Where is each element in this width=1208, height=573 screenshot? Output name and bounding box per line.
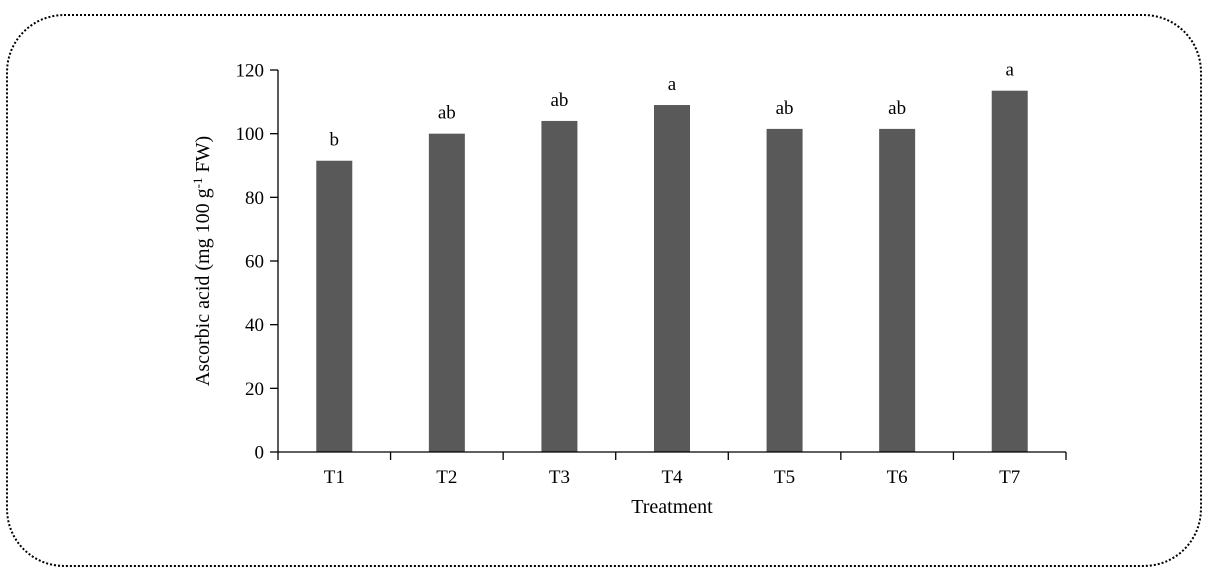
y-tick-label: 120	[236, 61, 265, 82]
y-tick-label: 40	[245, 315, 264, 336]
x-tick-label: T1	[324, 467, 345, 488]
bars	[316, 90, 1028, 453]
bar-t3	[541, 120, 578, 452]
bar-t7	[991, 90, 1028, 453]
data-label-t7: a	[1005, 60, 1014, 81]
x-tick-label: T7	[999, 467, 1020, 488]
bar-t4	[654, 105, 690, 453]
y-tick-label: 0	[255, 443, 265, 464]
data-label-t2: ab	[438, 103, 456, 124]
y-tick-label: 100	[236, 124, 265, 145]
y-tick-label: 20	[245, 379, 264, 400]
data-label-t6: ab	[888, 98, 906, 119]
x-axis-title: Treatment	[631, 496, 713, 518]
y-tick-label: 80	[245, 188, 264, 209]
x-axis-ticks: T1 T2 T3 T4 T5 T6 T7	[277, 452, 1067, 488]
y-tick-label: 60	[245, 252, 264, 273]
data-label-t1: b	[330, 130, 340, 151]
bar-t1	[316, 160, 353, 452]
x-tick-label: T4	[661, 467, 683, 488]
x-tick-label: T6	[887, 467, 908, 488]
bar-t2	[428, 133, 465, 452]
bar-t5	[766, 128, 803, 452]
x-tick-label: T5	[774, 467, 795, 488]
y-axis-title-unit: FW)	[192, 136, 214, 178]
data-label-t3: ab	[550, 90, 568, 111]
x-tick-label: T3	[549, 467, 570, 488]
data-label-t5: ab	[776, 98, 794, 119]
y-axis-title: Ascorbic acid (mg 100 g-1 FW)	[190, 136, 215, 386]
bar-t6	[879, 128, 916, 452]
data-label-t4: a	[668, 74, 677, 95]
y-axis-title-superscript: -1	[190, 178, 205, 189]
y-axis-title-main: Ascorbic acid (mg 100 g	[192, 188, 214, 386]
y-axis-ticks: 0 20 40 60 80 100 120	[236, 61, 278, 464]
x-tick-label: T2	[436, 467, 457, 488]
data-labels: b ab ab a ab ab a	[330, 60, 1015, 151]
